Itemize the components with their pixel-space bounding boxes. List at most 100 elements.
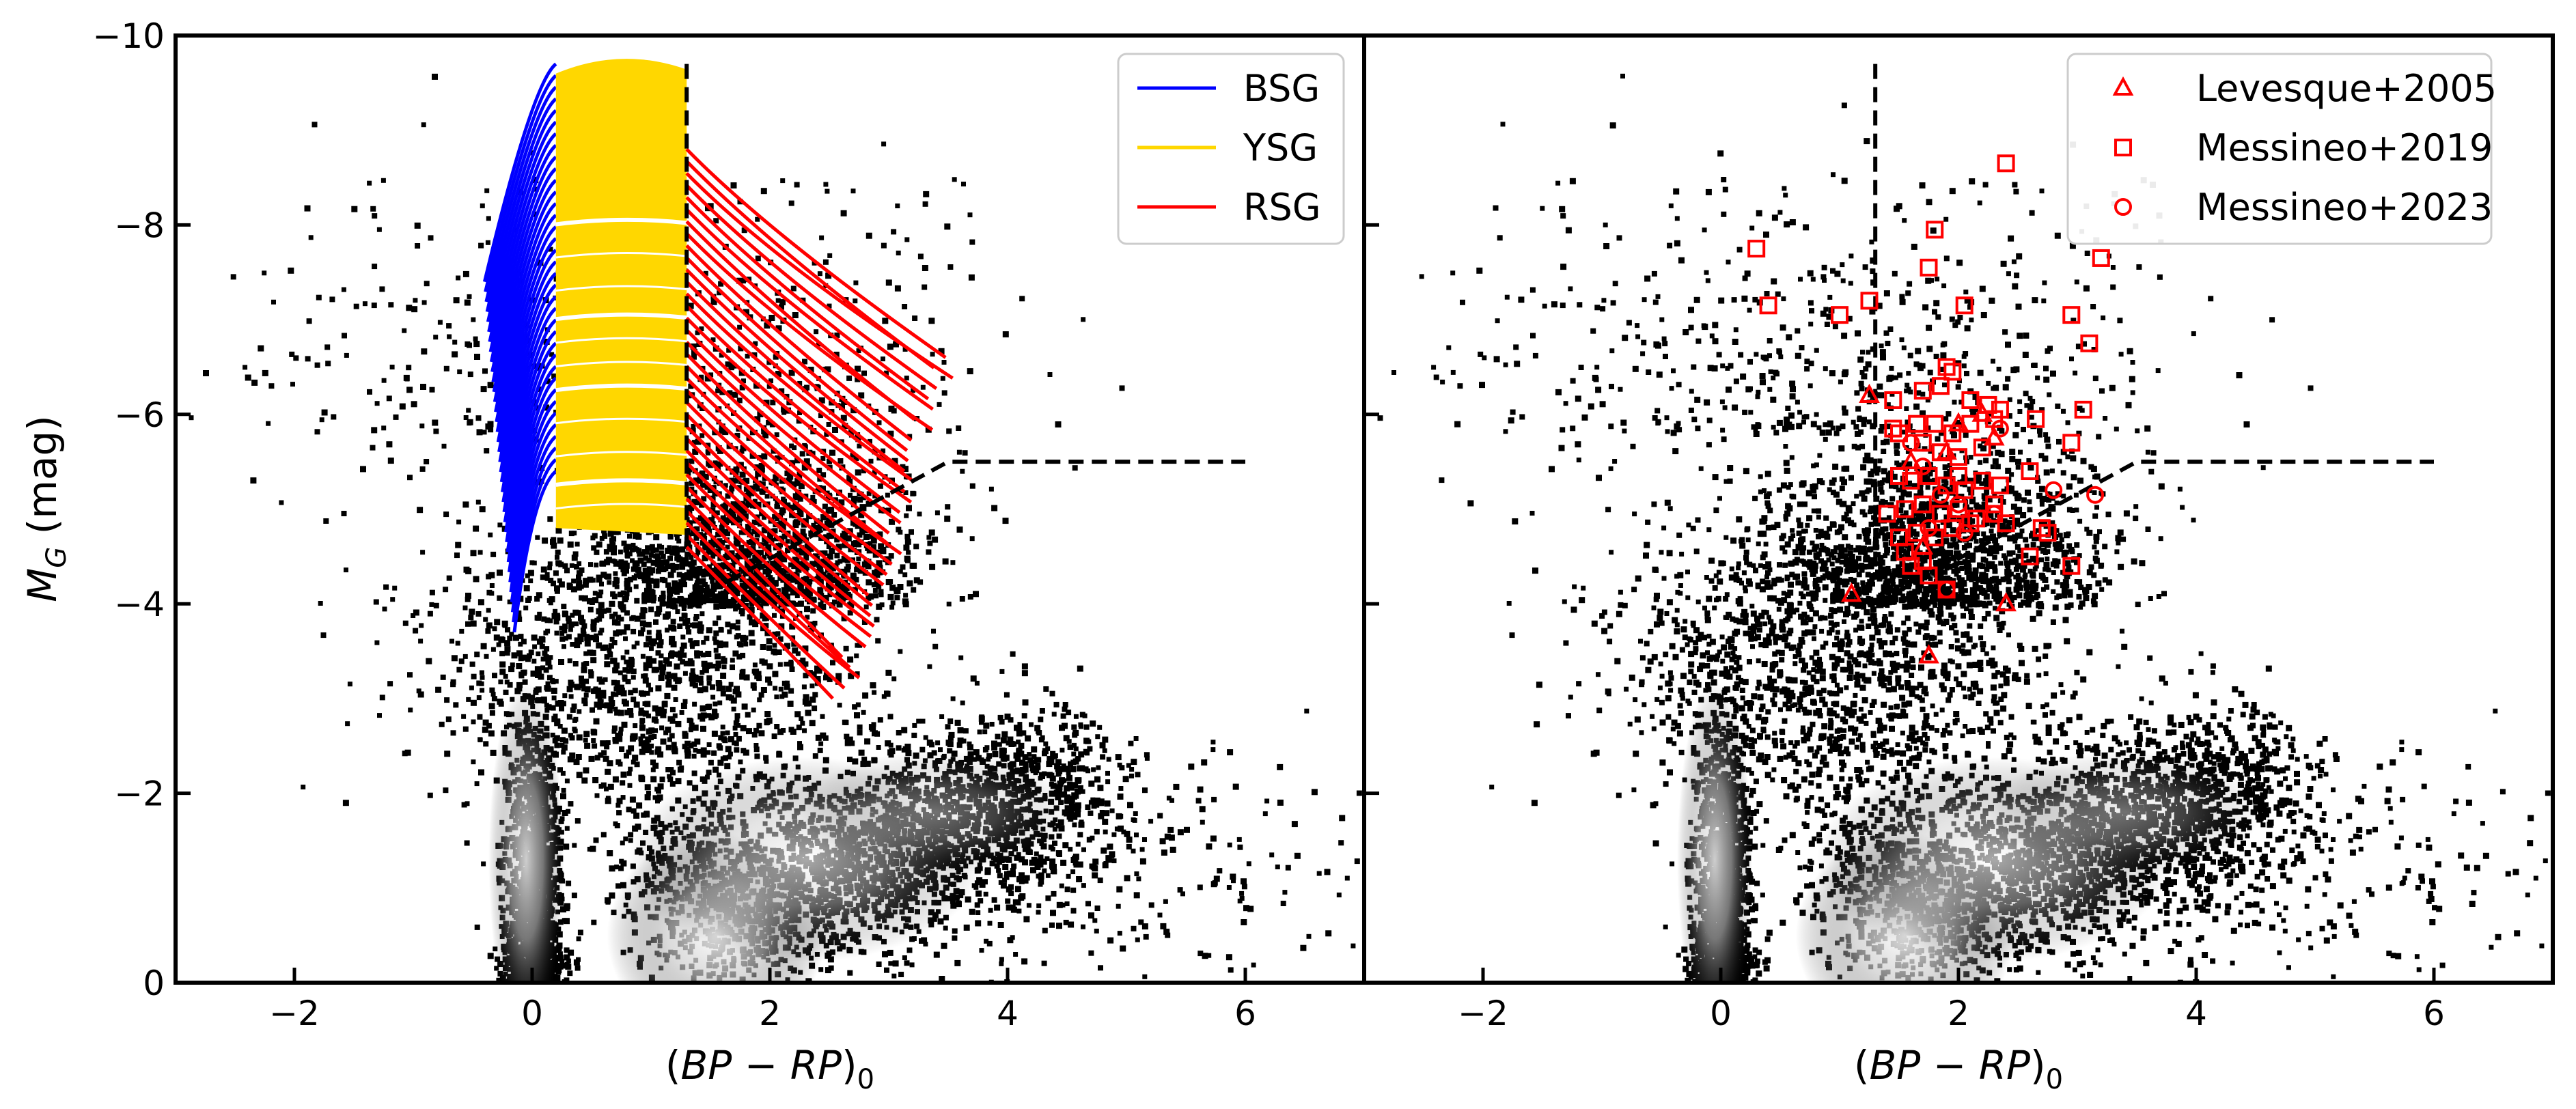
literature-markers <box>1747 154 2110 664</box>
bsg-track <box>510 434 557 603</box>
bsg-track <box>507 399 557 573</box>
square-marker <box>1931 377 1950 395</box>
y-tick-label: −10 <box>92 16 165 56</box>
circle-marker <box>1931 486 1950 504</box>
square-marker <box>1991 400 2009 419</box>
circle-marker <box>1913 458 1932 476</box>
legend-marker-triangle <box>2112 76 2134 96</box>
y-tick-label: −2 <box>114 774 165 814</box>
bsg-track <box>494 214 557 412</box>
square-marker <box>1926 221 1944 239</box>
rsg-track <box>685 437 874 607</box>
square-marker <box>1831 306 1848 324</box>
rsg-track <box>685 341 902 524</box>
x-tick-label: −2 <box>1458 994 1508 1033</box>
square-marker <box>1913 434 1932 452</box>
rsg-track <box>685 171 954 380</box>
x-tick-label: 4 <box>2185 994 2207 1033</box>
legend-label-rsg: RSG <box>1243 186 1321 229</box>
x-tick-label: 0 <box>1710 994 1732 1033</box>
square-marker <box>2062 306 2081 324</box>
circle-marker <box>2114 198 2132 216</box>
square-marker <box>2092 249 2110 267</box>
rsg-track <box>685 328 901 514</box>
bsg-track <box>504 353 557 533</box>
rsg-track <box>685 485 867 649</box>
evolutionary-tracks <box>482 59 954 700</box>
square-marker <box>1926 415 1944 433</box>
square-marker <box>1967 509 1986 528</box>
circle-marker <box>2086 486 2105 504</box>
circle-marker <box>1985 505 2004 523</box>
ysg-track-gap <box>555 217 687 227</box>
right-panel: −2 0 2 4 6 Levesque+2005 Messineo+2019 Messi… <box>1362 33 2555 1095</box>
square-marker <box>1931 443 1950 462</box>
square-marker <box>1973 471 1991 490</box>
square-marker <box>2021 547 2039 565</box>
left-legend: BSG YSG RSG <box>1117 53 1345 245</box>
square-marker <box>1961 391 1980 409</box>
density-histogram <box>1377 73 2551 983</box>
rsg-track <box>685 292 915 483</box>
bsg-track <box>496 249 557 443</box>
bsg-track <box>512 458 557 623</box>
bsg-track <box>506 388 557 563</box>
legend-marker-square <box>2114 139 2132 156</box>
bsg-track <box>498 272 557 463</box>
square-marker <box>1943 363 1962 381</box>
triangle-marker <box>1900 449 1922 470</box>
bsg-track <box>501 307 557 492</box>
rsg-track <box>685 148 947 359</box>
ysg-track-gap <box>555 503 687 510</box>
square-marker <box>1913 495 1932 514</box>
triangle-marker <box>1918 644 1939 664</box>
axis-ticks: −2 0 2 4 6 <box>1364 33 2445 1033</box>
square-marker <box>1997 154 2015 173</box>
bsg-track <box>502 330 557 513</box>
legend-box <box>1117 53 1345 245</box>
ysg-track-gap <box>555 383 687 393</box>
rsg-track <box>685 521 861 679</box>
square-marker <box>1902 471 1920 490</box>
square-marker <box>1890 466 1908 485</box>
square-marker <box>2080 334 2099 352</box>
legend-marker-circle <box>2114 198 2132 216</box>
square-marker <box>2062 434 2081 452</box>
ysg-track-gap <box>555 337 687 344</box>
square-marker <box>2038 524 2057 542</box>
rsg-track <box>685 305 906 494</box>
circle-marker <box>1937 580 1956 599</box>
rsg-track <box>685 425 870 597</box>
circle-marker <box>1920 519 1938 537</box>
bsg-track <box>497 260 557 453</box>
x-tick-label: 0 <box>521 994 543 1033</box>
rsg-track <box>685 449 872 617</box>
density-histogram <box>189 73 1362 983</box>
rsg-track <box>685 316 913 504</box>
square-marker <box>1878 505 1896 523</box>
circle-marker <box>1955 524 1973 542</box>
rsg-track <box>685 232 934 432</box>
square-marker <box>1985 495 2004 514</box>
bsg-track <box>512 470 557 633</box>
ysg-track-gap <box>555 361 687 368</box>
triangle-marker <box>2112 76 2134 96</box>
square-marker <box>1920 258 1938 277</box>
rsg-track <box>685 196 930 401</box>
square-marker <box>1997 514 2015 533</box>
bsg-track <box>487 120 557 333</box>
bsg-track <box>501 318 557 503</box>
x-tick-label: −2 <box>269 994 320 1033</box>
y-tick-label: −4 <box>114 585 165 624</box>
square-marker <box>1884 419 1902 438</box>
rsg-track <box>685 497 844 659</box>
rsg-track <box>685 280 906 473</box>
rsg-track <box>685 268 909 462</box>
y-tick-label: −8 <box>114 206 165 245</box>
bsg-track <box>499 283 557 473</box>
square-marker <box>2062 557 2081 575</box>
rsg-track <box>685 256 909 452</box>
dashed-boundary <box>685 460 1245 606</box>
rsg-track <box>685 413 885 587</box>
left-panel: −2 0 2 4 6 0 −2 −4 −6 −8 −10 BSG YSG RSG (BP − RP)… <box>19 16 1366 1095</box>
